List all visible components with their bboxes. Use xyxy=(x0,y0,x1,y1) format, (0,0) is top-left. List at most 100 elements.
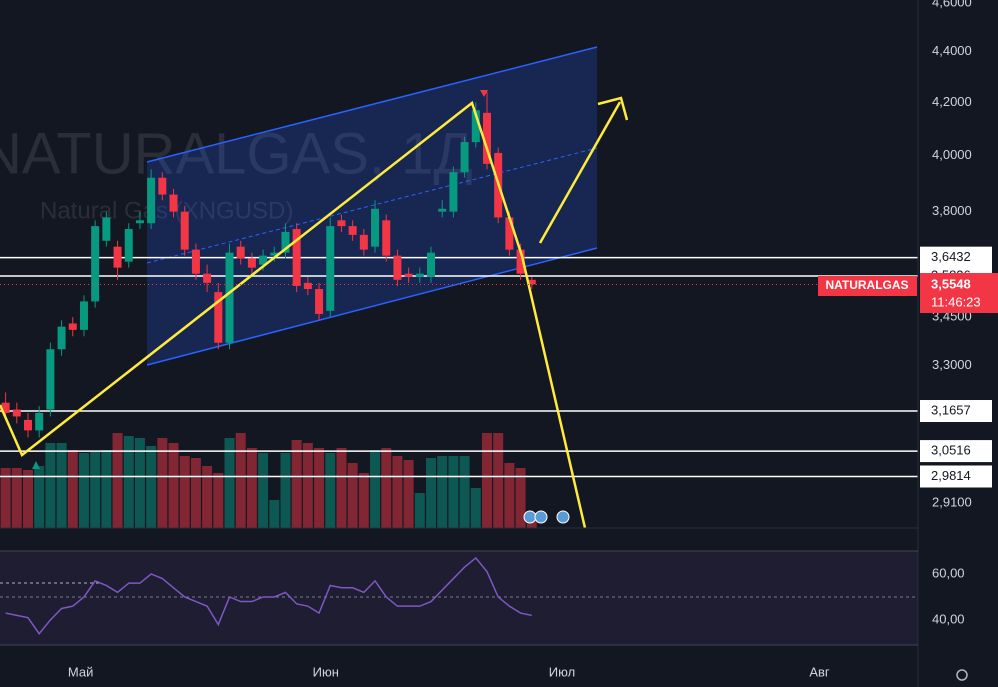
candle-body xyxy=(382,220,391,256)
candle-body xyxy=(315,289,324,314)
buy-marker xyxy=(32,461,40,469)
volume-bar xyxy=(213,473,224,528)
volume-bar xyxy=(381,448,392,528)
x-tick-label: Май xyxy=(68,664,93,679)
candle-body xyxy=(303,282,312,290)
level-tag xyxy=(920,440,992,463)
rsi-layer xyxy=(0,550,918,646)
volume-bar xyxy=(392,456,403,528)
candle-body xyxy=(460,142,469,173)
candle-body xyxy=(35,412,44,431)
volume-bar xyxy=(437,456,448,528)
level-label: 3,1657 xyxy=(931,402,971,417)
volume-bar xyxy=(403,460,414,528)
candle-body xyxy=(191,249,200,274)
volume-bar xyxy=(493,433,504,528)
volume-bar xyxy=(314,448,325,528)
volume-bar xyxy=(325,453,336,528)
volume-bar xyxy=(504,463,515,528)
countdown: 11:46:23 xyxy=(931,294,981,309)
candles-layer xyxy=(1,92,536,438)
candle-body xyxy=(527,279,536,285)
candle-body xyxy=(270,252,279,256)
candle-body xyxy=(427,252,436,277)
volume-bar xyxy=(481,433,492,528)
candle-body xyxy=(247,258,256,268)
volume-bar xyxy=(448,456,459,528)
candle-body xyxy=(259,255,268,265)
levels-layer xyxy=(0,256,918,478)
candle-body xyxy=(46,349,55,410)
channel-mid xyxy=(146,147,598,264)
volume-bar xyxy=(90,452,101,528)
candle-body xyxy=(359,234,368,250)
volume-bar xyxy=(22,470,33,528)
candle-body xyxy=(135,220,144,224)
level-label: 3,0516 xyxy=(931,443,971,458)
event-icon[interactable] xyxy=(534,510,548,524)
symbol-label: NATURALGAS xyxy=(825,278,908,292)
volume-bar xyxy=(157,438,168,528)
candle-body xyxy=(505,217,514,250)
last-price-label: 3,5548 xyxy=(931,276,971,291)
y-tick-label: 4,2000 xyxy=(932,94,972,109)
price-tag xyxy=(920,273,998,313)
volume-bar xyxy=(246,448,257,528)
candle-body xyxy=(516,249,525,274)
event-icon[interactable] xyxy=(556,510,570,524)
volume-bar xyxy=(302,443,313,528)
candle-body xyxy=(68,323,77,330)
y-tick-label: 4,4000 xyxy=(932,43,972,58)
candle-body xyxy=(337,220,346,227)
candle-body xyxy=(214,292,223,343)
candle-body xyxy=(12,409,21,417)
volume-bar xyxy=(235,433,246,528)
x-tick-label: Авг xyxy=(809,664,830,679)
candle-body xyxy=(113,246,122,268)
volume-bar xyxy=(224,438,235,528)
candle-body xyxy=(124,229,133,262)
watermark-title: NATURALGAS, 1Д xyxy=(0,121,473,186)
volume-bar xyxy=(269,500,280,528)
candle-body xyxy=(371,208,380,247)
volume-bar xyxy=(101,450,112,528)
volume-bar xyxy=(0,468,11,528)
candle-body xyxy=(147,177,156,224)
candle-body xyxy=(281,231,290,253)
candle-body xyxy=(292,229,301,286)
volume-bar xyxy=(179,456,190,528)
candle-body xyxy=(326,226,335,311)
y-tick-label: 3,3000 xyxy=(932,357,972,372)
candle-body xyxy=(57,326,66,350)
candle-body xyxy=(225,252,234,343)
candle-body xyxy=(236,246,245,259)
volume-bar xyxy=(336,448,347,528)
volume-bar xyxy=(347,463,358,528)
candle-body xyxy=(158,177,167,195)
candle-body xyxy=(393,255,402,280)
x-tick-label: Июл xyxy=(549,664,575,679)
candle-body xyxy=(415,273,424,277)
volume-bar xyxy=(78,453,89,528)
event-icon[interactable] xyxy=(523,510,537,524)
candle-body xyxy=(23,419,32,431)
volume-bar xyxy=(34,466,45,528)
volume-bar xyxy=(470,488,481,528)
volume-bar xyxy=(67,450,78,528)
candle-body xyxy=(482,112,491,164)
channel-top xyxy=(146,46,598,163)
watermark-subtitle: Natural Gas (XNGUSD) xyxy=(40,197,293,224)
volume-bar xyxy=(459,456,470,528)
candle-body xyxy=(169,194,178,212)
level-label: 3,6432 xyxy=(931,249,971,264)
rsi-line xyxy=(5,556,532,635)
volume-bar xyxy=(168,443,179,528)
volume-bar xyxy=(146,446,157,528)
level-tag xyxy=(920,400,992,423)
settings-icon[interactable] xyxy=(956,669,968,681)
candle-body xyxy=(471,110,480,143)
level-tag xyxy=(920,246,992,269)
x-tick-label: Июн xyxy=(313,664,339,679)
volume-bar xyxy=(426,458,437,528)
candle-body xyxy=(79,301,88,330)
